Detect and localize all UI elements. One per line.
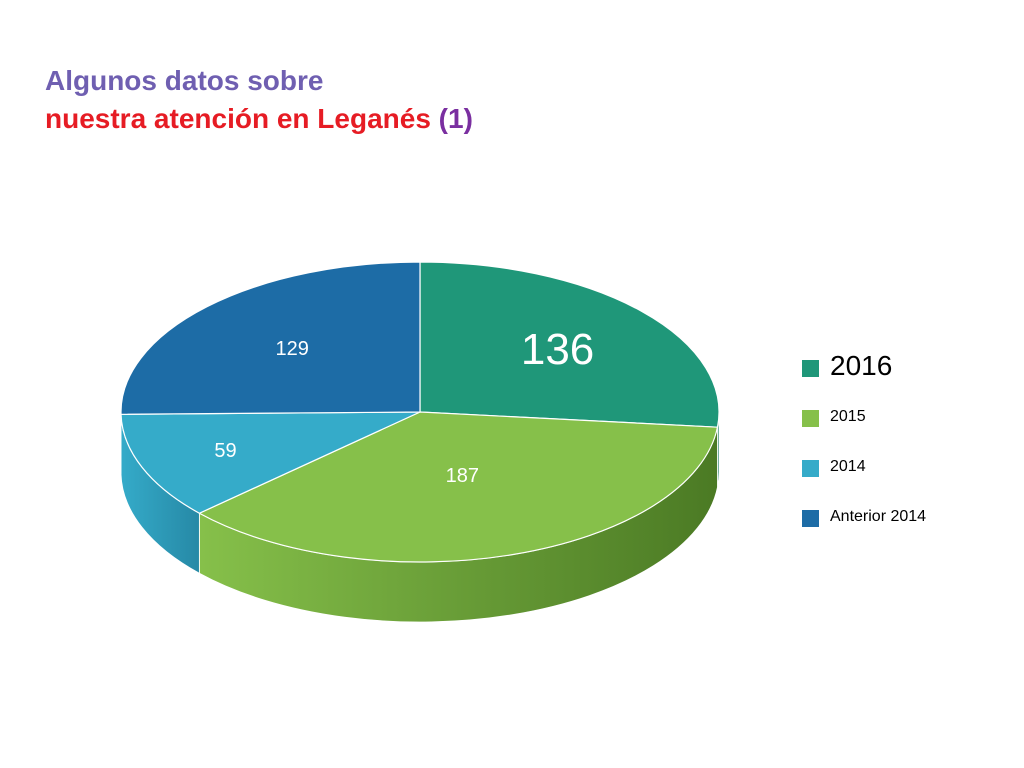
pie-slice-2016 <box>419 261 720 428</box>
pie-data-label: 136 <box>521 325 594 374</box>
title-line-2: nuestra atención en Leganés (1) <box>45 100 473 138</box>
pie-slice-anterior-2014 <box>120 261 421 415</box>
pie-data-label: 129 <box>275 338 308 360</box>
title-line-1: Algunos datos sobre <box>45 65 324 96</box>
legend-label: 2016 <box>830 350 893 381</box>
pie-data-label: 59 <box>214 440 236 462</box>
legend-swatch <box>802 410 819 427</box>
pie-top-faces <box>120 261 720 563</box>
legend-label: Anterior 2014 <box>830 508 927 525</box>
legend-swatch <box>802 510 819 527</box>
pie-data-labels: 136 187 59 129 <box>214 325 594 487</box>
title-footnote-marker: (1) <box>438 103 473 134</box>
pie-slice-2015 <box>198 411 719 563</box>
legend-swatch <box>802 360 819 377</box>
pie-slice-2014 <box>120 411 421 514</box>
legend-swatch <box>802 460 819 477</box>
legend-label: 2015 <box>830 408 866 425</box>
legend-label: 2014 <box>830 458 866 475</box>
pie-data-label: 187 <box>446 465 479 487</box>
title-line-2-text: nuestra atención en Leganés <box>45 103 431 134</box>
slide-title: Algunos datos sobre nuestra atención en … <box>45 62 473 138</box>
